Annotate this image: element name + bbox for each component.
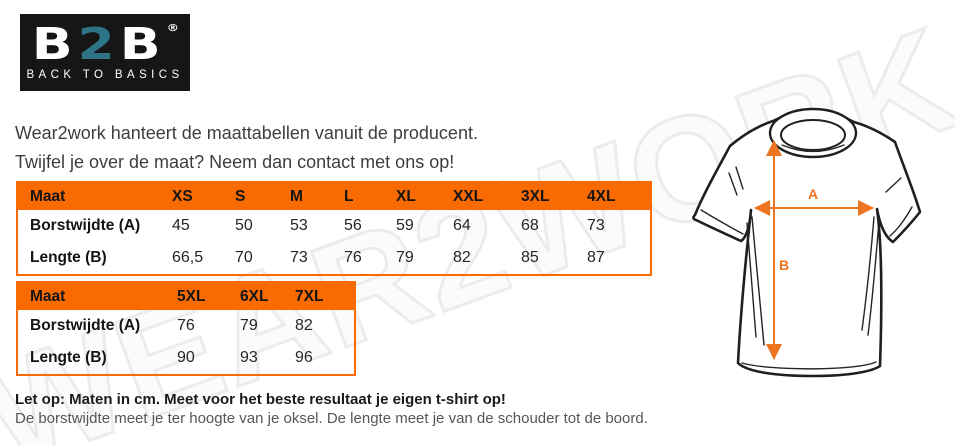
tshirt-diagram: A B (692, 107, 922, 378)
size-column-header: Maat (18, 283, 175, 310)
size-value: 59 (396, 217, 414, 234)
size-value: 85 (521, 249, 539, 266)
intro-line-1: Wear2work hanteert de maattabellen vanui… (15, 123, 478, 143)
size-value: 76 (177, 317, 195, 334)
tshirt-detail-lines (700, 166, 913, 370)
size-value: 79 (240, 317, 258, 334)
size-column-header: S (233, 183, 288, 210)
size-value: 53 (290, 217, 308, 234)
size-value: 96 (295, 349, 313, 366)
row-label-chest: Borstwijdte (A) (30, 217, 141, 234)
size-value: 76 (344, 249, 362, 266)
intro-line-2: Twijfel je over de maat? Neem dan contac… (15, 152, 455, 172)
size-column-header: L (342, 183, 394, 210)
row-label-length: Lengte (B) (30, 349, 107, 366)
size-value: 79 (396, 249, 414, 266)
row-label-chest: Borstwijdte (A) (30, 317, 141, 334)
registered-mark-icon: ® (166, 22, 179, 34)
size-value: 68 (521, 217, 539, 234)
size-column-header: XS (170, 183, 233, 210)
size-value: 66,5 (172, 249, 204, 266)
logo-letter-2: 2 (77, 18, 120, 70)
logo-tagline: BACK TO BASICS (26, 69, 184, 82)
size-table-xs-4xl: Maat XS S M L XL XXL 3XL 4XL Borstwijdte… (16, 181, 652, 276)
size-column-header: M (288, 183, 342, 210)
size-value: 93 (240, 349, 258, 366)
size-column-header: 3XL (519, 183, 585, 210)
size-column-header: 7XL (293, 283, 354, 310)
size-value: 50 (235, 217, 253, 234)
size-column-header: Maat (18, 183, 170, 210)
logo-letter-b1: B (31, 18, 78, 70)
size-column-header: 5XL (175, 283, 238, 310)
collar-inner (780, 119, 846, 151)
note-measurements-bold: Let op: Maten in cm. Meet voor het beste… (15, 391, 506, 408)
size-value: 90 (177, 349, 195, 366)
size-value: 87 (587, 249, 605, 266)
size-value: 73 (290, 249, 308, 266)
size-column-header: XXL (451, 183, 519, 210)
size-value: 64 (453, 217, 471, 234)
logo-wordmark: B2B® (31, 22, 179, 66)
size-column-header: XL (394, 183, 451, 210)
note-measurements-detail: De borstwijdte meet je ter hoogte van je… (15, 410, 648, 427)
size-column-header: 4XL (585, 183, 650, 210)
logo-letter-b2: B (119, 18, 166, 70)
size-value: 45 (172, 217, 190, 234)
brand-logo: B2B® BACK TO BASICS (20, 14, 190, 91)
size-column-header: 6XL (238, 283, 293, 310)
label-a: A (808, 186, 818, 202)
tshirt-outline (692, 110, 922, 378)
size-value: 56 (344, 217, 362, 234)
size-value: 70 (235, 249, 253, 266)
intro-text: Wear2work hanteert de maattabellen vanui… (15, 119, 478, 177)
size-table-5xl-7xl: Maat 5XL 6XL 7XL Borstwijdte (A) 76 79 8… (16, 281, 356, 376)
collar-band-line (781, 144, 845, 153)
row-label-length: Lengte (B) (30, 249, 107, 266)
size-value: 73 (587, 217, 605, 234)
label-b: B (779, 257, 789, 273)
size-value: 82 (295, 317, 313, 334)
size-value: 82 (453, 249, 471, 266)
